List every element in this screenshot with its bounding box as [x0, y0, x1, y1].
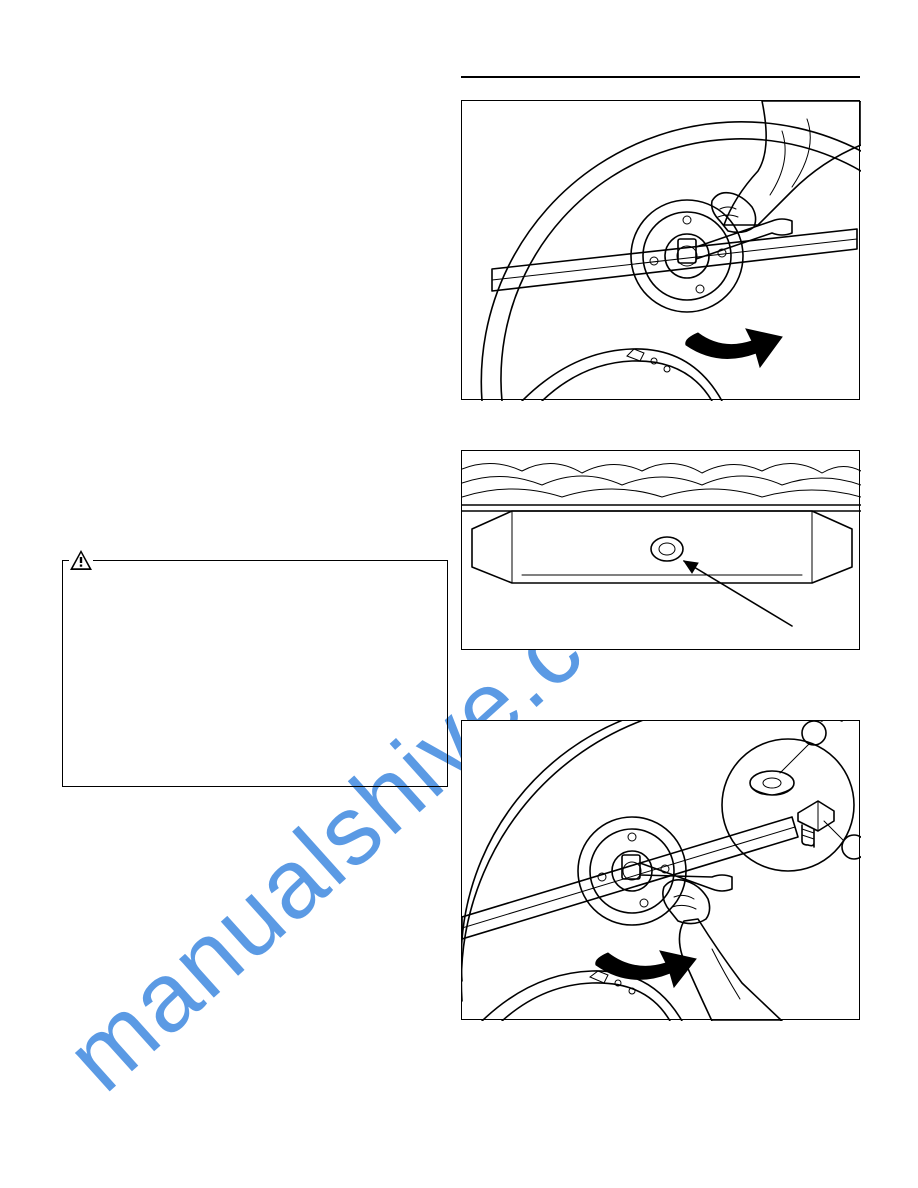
warning-callout-box — [62, 560, 448, 787]
figure-blade-side-view — [461, 450, 860, 650]
figure-install-blade-bolt — [461, 720, 860, 1020]
header-rule — [461, 76, 860, 78]
warning-triangle-icon — [69, 549, 93, 571]
figure-remove-blade-bolt — [461, 100, 860, 400]
